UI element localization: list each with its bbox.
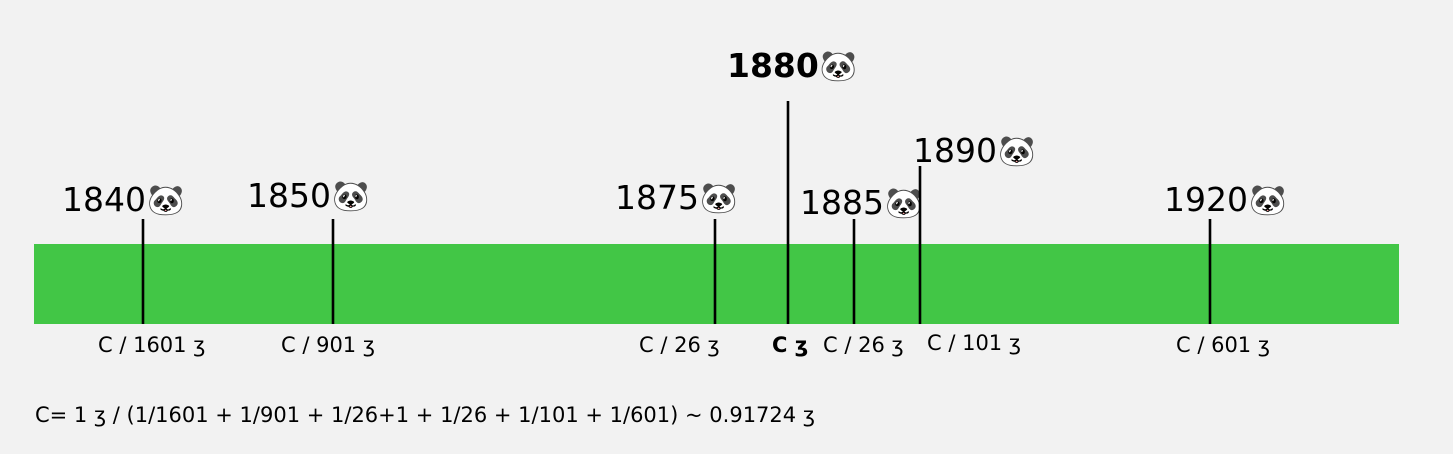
marker-value-label: C / 1601 ʒ: [98, 333, 205, 357]
marker-year-label: 1890: [913, 131, 997, 170]
timeline-marker-1890: 1890 🐼 C / 101 ʒ: [913, 131, 1036, 355]
marker-year-label: 1920: [1164, 180, 1248, 219]
marker-value-label: C / 601 ʒ: [1176, 333, 1270, 357]
panda-face-icon: 🐼: [332, 178, 370, 214]
timeline-bar: [34, 244, 1399, 324]
marker-year-label: 1885: [800, 183, 884, 222]
timeline-marker-1880: 1880 🐼 C ʒ: [727, 46, 858, 357]
marker-year-label: 1880: [727, 46, 819, 85]
timeline-marker-1875: 1875 🐼 C / 26 ʒ: [615, 178, 738, 357]
panda-face-icon: 🐼: [998, 133, 1036, 169]
timeline-marker-1850: 1850 🐼 C / 901 ʒ: [247, 176, 375, 357]
panda-face-icon: 🐼: [885, 185, 923, 221]
marker-year-label: 1875: [615, 178, 699, 217]
marker-value-label: C ʒ: [772, 333, 808, 357]
formula-text: C= 1 ʒ / (1/1601 + 1/901 + 1/26+1 + 1/26…: [35, 403, 815, 427]
marker-value-label: C / 101 ʒ: [927, 331, 1021, 355]
panda-face-icon: 🐼: [1249, 182, 1287, 218]
marker-year-label: 1850: [247, 176, 331, 215]
timeline-marker-1885: 1885 🐼 C / 26 ʒ: [800, 183, 923, 357]
marker-year-label: 1840: [62, 180, 146, 219]
timeline-marker-1920: 1920 🐼 C / 601 ʒ: [1164, 180, 1287, 357]
panda-face-icon: 🐼: [820, 48, 858, 84]
marker-value-label: C / 26 ʒ: [639, 333, 720, 357]
panda-face-icon: 🐼: [700, 180, 738, 216]
timeline-marker-1840: 1840 🐼 C / 1601 ʒ: [62, 180, 205, 357]
panda-face-icon: 🐼: [147, 182, 185, 218]
marker-value-label: C / 26 ʒ: [823, 333, 904, 357]
marker-value-label: C / 901 ʒ: [281, 333, 375, 357]
